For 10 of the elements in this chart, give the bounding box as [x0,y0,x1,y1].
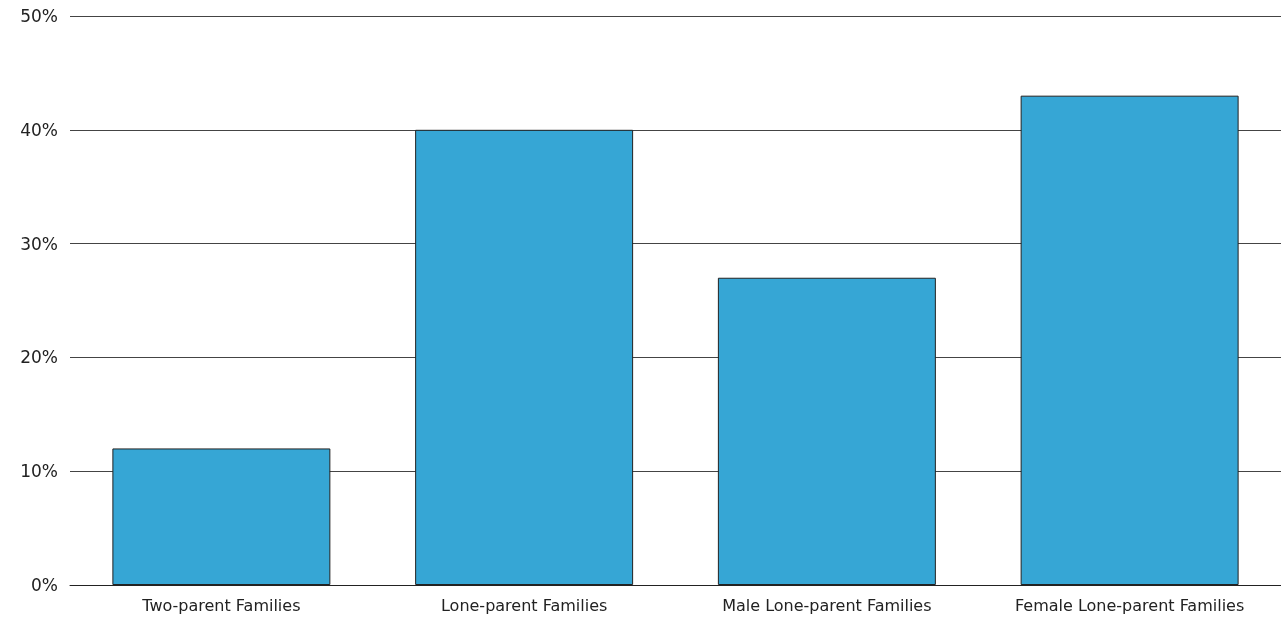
y-tick-label: 30% [20,233,58,254]
x-tick-label: Male Lone-parent Families [722,595,932,615]
y-tick-label: 20% [20,347,58,368]
x-tick-label: Lone-parent Families [440,595,608,615]
y-tick-label: 10% [20,461,58,482]
y-tick-label: 40% [20,119,58,140]
x-tick-label: Female Lone-parent Families [1014,595,1245,615]
y-tick-label: 0% [31,575,58,595]
x-tick-label: Two-parent Families [141,595,301,615]
y-tick-label: 50% [20,6,58,26]
